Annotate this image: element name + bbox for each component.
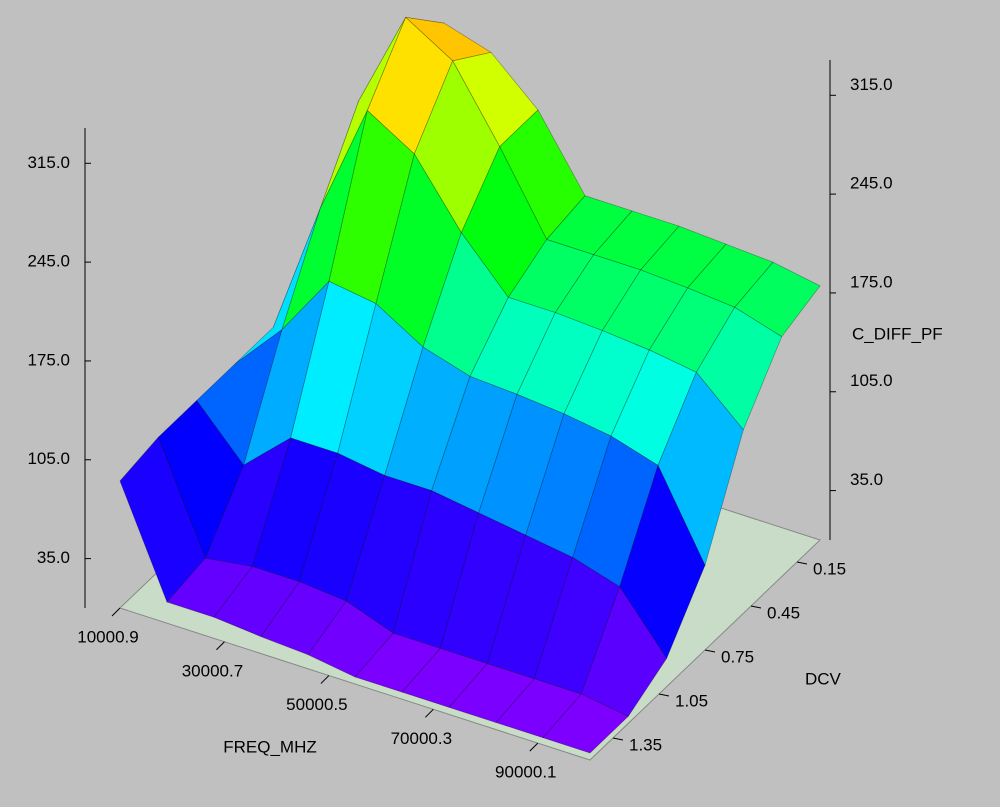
- z-tick-label: 35.0: [37, 548, 70, 567]
- y-tick: [796, 561, 808, 565]
- x-tick: [424, 708, 434, 718]
- surface-patch: [542, 693, 629, 754]
- z-tick-label: 315.0: [850, 75, 893, 94]
- x-tick-label: 70000.3: [391, 729, 452, 748]
- x-tick-label: 50000.5: [286, 695, 347, 714]
- y-tick: [612, 737, 624, 741]
- z-tick-label: 245.0: [27, 252, 70, 271]
- z-tick-label: 245.0: [850, 174, 893, 193]
- y-tick-label: 0.75: [721, 647, 754, 666]
- x-tick: [529, 742, 539, 752]
- y-tick-label: 0.15: [813, 559, 846, 578]
- x-tick-label: 10000.9: [77, 627, 138, 646]
- y-tick: [704, 649, 716, 653]
- x-tick: [111, 607, 121, 617]
- x-tick-label: 90000.1: [495, 763, 556, 782]
- z-tick-label: 175.0: [27, 350, 70, 369]
- y-axis-label: DCV: [805, 669, 842, 688]
- z-tick-label: 105.0: [850, 371, 893, 390]
- z-tick-label: 175.0: [850, 272, 893, 291]
- x-tick: [320, 675, 330, 684]
- x-axis-label: FREQ_MHZ: [223, 737, 317, 756]
- z-axis-label: C_DIFF_PF: [852, 324, 943, 343]
- y-tick: [658, 693, 670, 697]
- y-tick-label: 1.35: [629, 735, 662, 754]
- x-tick: [216, 641, 225, 651]
- z-tick-label: 35.0: [850, 470, 883, 489]
- z-tick-label: 105.0: [27, 449, 70, 468]
- z-tick-label: 315.0: [27, 153, 70, 172]
- y-tick-label: 1.05: [675, 691, 708, 710]
- y-tick-label: 0.45: [767, 603, 800, 622]
- x-tick-label: 30000.7: [182, 661, 243, 680]
- y-tick: [750, 605, 762, 609]
